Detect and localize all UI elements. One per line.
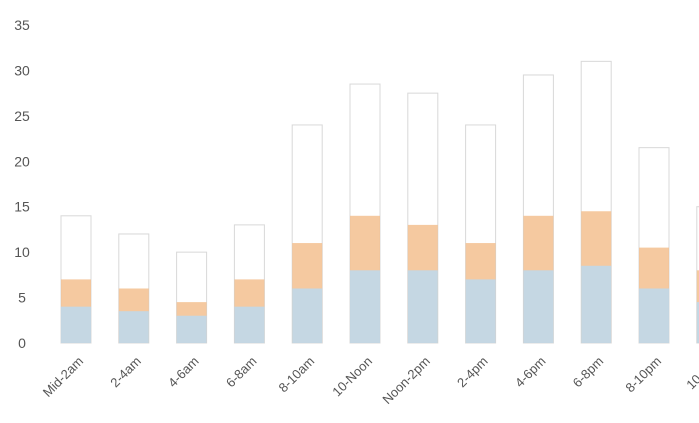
bar-s0-7 [465,279,496,343]
y-tick-label-15: 15 [14,199,30,215]
bar-s0-3 [234,306,265,343]
bar-s0-0 [61,306,91,343]
bar-group-8 [522,74,554,344]
y-tick-label-5: 5 [18,290,26,306]
x-tick-label-11: 10-Mid [683,354,699,393]
bar-group-5 [349,83,381,344]
bar-group-9 [580,60,612,344]
x-tick-label-3: 6-8am [223,354,260,391]
y-tick-label-0: 0 [18,335,26,351]
bar-group-3 [233,224,265,344]
x-tick-label-0: Mid-2am [40,354,86,400]
x-tick-label-7: 2-4pm [454,354,491,391]
y-tick-label-30: 30 [14,62,30,78]
y-tick-label-35: 35 [14,17,30,33]
bar-s0-11 [696,302,699,343]
x-tick-label-2: 4-6am [165,354,202,391]
bar-group-11 [696,206,699,344]
bar-group-4 [291,124,323,344]
y-tick-label-25: 25 [14,108,30,124]
bar-s0-4 [292,288,323,343]
y-tick-label-20: 20 [14,153,30,169]
bar-s0-8 [523,270,554,343]
bar-group-1 [118,233,150,344]
bar-s0-9 [581,265,612,343]
bar-group-0 [60,215,92,344]
x-tick-label-5: 10-Noon [329,354,375,400]
x-tick-label-10: 8-10pm [622,354,664,396]
bars [60,60,699,344]
bar-group-6 [407,92,439,344]
x-tick-label-4: 8-10am [276,354,318,396]
bar-s0-6 [407,270,438,343]
x-tick-label-8: 4-6pm [512,354,549,391]
bar-s0-1 [118,311,149,343]
x-axis: Mid-2am 2-4am 4-6am 6-8am 8-10am 10-Noon Noon-… [40,354,699,408]
x-tick-label-6: Noon-2pm [379,354,433,408]
y-tick-label-10: 10 [14,244,30,260]
bar-s0-2 [176,315,207,343]
bar-group-7 [465,124,497,344]
bar-s0-10 [639,288,669,343]
bar-s0-5 [350,270,380,343]
bar-group-2 [176,251,208,344]
x-tick-label-1: 2-4am [107,354,144,391]
x-tick-label-9: 6-8pm [570,354,607,391]
bar-group-10 [638,147,670,344]
y-axis: 0 5 10 15 20 25 30 35 [14,17,30,351]
